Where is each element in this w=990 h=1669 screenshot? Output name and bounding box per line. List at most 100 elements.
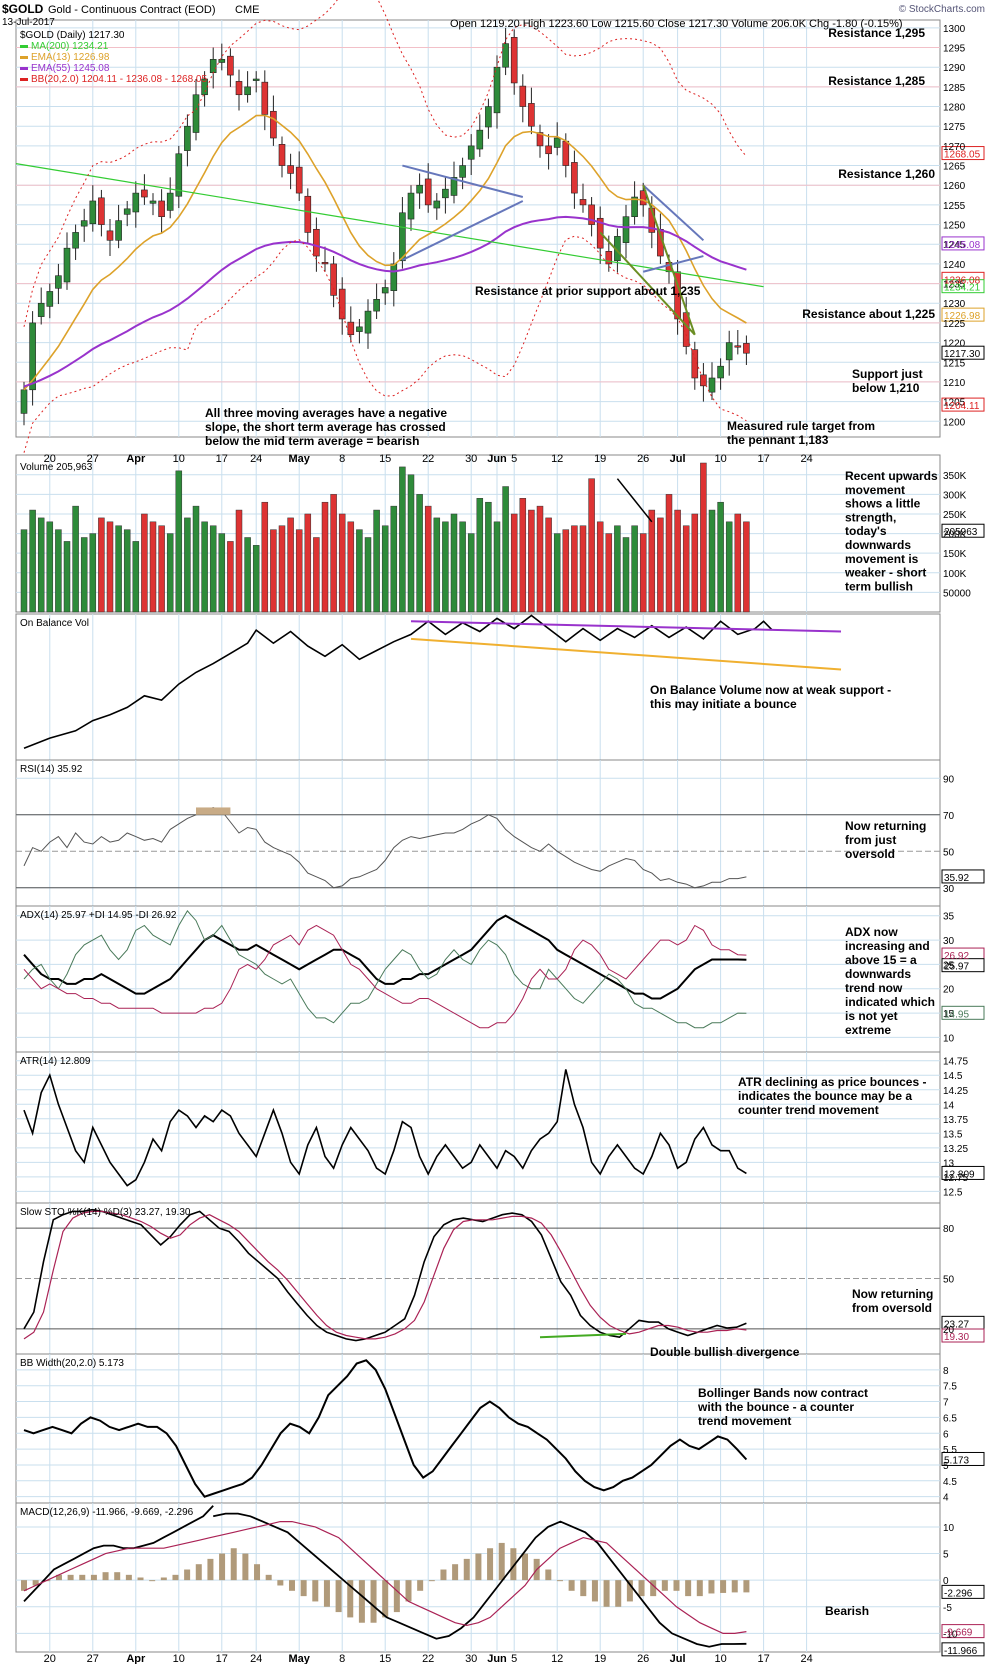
x-tick-label-bottom: 20: [44, 1653, 56, 1664]
adx-series: [23, 910, 747, 1029]
obv-trend-line: [410, 637, 842, 671]
legend-entry: EMA(55) 1245.08: [31, 63, 110, 74]
candle-body: [132, 192, 140, 213]
volume-bar: [605, 533, 613, 613]
y-tick-label: 30: [943, 936, 955, 947]
quote-summary: Open 1219.20 High 1223.60 Low 1215.60 Cl…: [450, 18, 903, 30]
value-badge: [941, 1451, 985, 1466]
annotation-text: this may initiate a bounce: [650, 697, 797, 711]
value-badge-text: 1204.11: [944, 401, 980, 412]
candle-body: [252, 78, 260, 81]
volume-bar: [46, 521, 54, 613]
y-tick-label: 1285: [943, 83, 966, 94]
value-badge: [941, 1642, 985, 1657]
annotation-text: Resistance 1,260: [838, 167, 935, 181]
macd-histogram-bar: [685, 1580, 692, 1597]
obv-trend-line: [410, 620, 842, 633]
x-tick-label-bottom: 30: [465, 1653, 477, 1664]
y-tick-label: 200K: [943, 530, 967, 541]
candle-body: [356, 326, 363, 332]
annotation-text: from oversold: [852, 1301, 932, 1315]
volume-bar: [330, 494, 337, 613]
y-tick-label: 1275: [943, 122, 966, 133]
annotation-text: movement: [845, 483, 905, 497]
y-tick-label: 10: [943, 1033, 955, 1044]
volume-bar: [639, 533, 647, 613]
macd-histogram-bar: [254, 1564, 261, 1581]
candle-body: [407, 192, 415, 220]
macd-histogram-bar: [510, 1548, 517, 1581]
trend-line: [599, 231, 696, 336]
legend-entry: BB(20,2.0) 1204.11 - 1236.08 - 1268.05: [31, 74, 207, 85]
volume-bar: [115, 525, 122, 613]
volume-bar: [72, 505, 79, 613]
x-tick-label-bottom: 17: [757, 1653, 769, 1664]
macd-histogram-bar: [382, 1580, 389, 1618]
annotation-text: with the bounce - a counter: [697, 1400, 854, 1414]
volume-bar: [261, 501, 269, 613]
macd-histogram-bar: [720, 1580, 727, 1593]
annotation-text: from just: [845, 833, 896, 847]
y-tick-label: 6.5: [943, 1413, 957, 1424]
annotation-text: Now returning: [845, 819, 926, 833]
ema13-line: [23, 114, 747, 391]
x-tick-label-bottom: 24: [250, 1653, 262, 1664]
value-badge-text: 1217.30: [944, 349, 981, 360]
trend-line: [402, 164, 524, 198]
annotation-text: ATR declining as price bounces -: [738, 1075, 926, 1089]
y-tick-label: 25: [943, 960, 955, 971]
annotation-text: extreme: [845, 1023, 891, 1037]
bb-upper: [23, 0, 747, 327]
y-tick-label: 90: [943, 774, 955, 785]
candle-body: [338, 288, 346, 320]
candle-body: [510, 37, 518, 84]
volume-bar: [390, 505, 398, 613]
macd-histogram-bar: [661, 1580, 668, 1591]
value-badge: [941, 397, 985, 412]
candle-body: [399, 212, 406, 262]
y-tick-label: 35: [943, 912, 955, 923]
volume-bar: [528, 509, 535, 613]
legend-entry: MACD(12,26,9) -11.966, -9.669, -2.296: [20, 1507, 194, 1518]
volume-bar: [252, 545, 260, 613]
macd-histogram-bar: [452, 1564, 459, 1581]
candle-body: [313, 228, 320, 257]
macd-histogram-bar: [172, 1574, 179, 1581]
y-tick-label: 1290: [943, 63, 966, 74]
y-tick-label: 1230: [943, 299, 966, 310]
volume-bar: [63, 541, 71, 613]
annotation-text: today's: [845, 524, 887, 538]
candle-body: [115, 220, 122, 241]
annotation-text: downwards: [845, 538, 911, 552]
volume-bar: [313, 537, 320, 613]
x-tick-label: 30: [465, 453, 477, 465]
volume-bar: [700, 462, 707, 613]
y-tick-label: 7: [943, 1398, 949, 1409]
candle-body: [467, 145, 475, 160]
candle-body: [476, 129, 484, 150]
legend-entry: RSI(14) 35.92: [20, 764, 83, 775]
annotation-text: indicated which: [845, 995, 935, 1009]
y-tick-label: 1265: [943, 162, 966, 173]
volume-bar: [433, 517, 441, 613]
y-tick-label: 1235: [943, 280, 966, 291]
x-tick-label: Jun: [487, 453, 507, 465]
macd-histogram-bar: [603, 1580, 610, 1607]
annotation-arrow: [616, 478, 653, 523]
volume-bar: [553, 533, 561, 613]
macd-histogram-bar: [347, 1580, 354, 1618]
legend-entry: $GOLD (Daily) 1217.30: [20, 30, 125, 41]
y-tick-label: 5.5: [943, 1445, 957, 1456]
volume-bar: [579, 525, 587, 613]
annotation-text: above 15 = a: [845, 953, 917, 967]
watermark: © StockCharts.com: [899, 4, 985, 15]
y-tick-label: 13: [943, 1158, 955, 1169]
candle-body: [175, 153, 183, 197]
candle-body: [278, 144, 286, 166]
x-tick-label: 15: [379, 453, 391, 465]
volume-bar: [347, 521, 355, 613]
y-tick-label: 20: [943, 985, 955, 996]
value-badge-text: 14.95: [944, 1009, 969, 1020]
x-tick-label: 10: [173, 453, 185, 465]
x-tick-label-bottom: Jun: [487, 1653, 507, 1664]
